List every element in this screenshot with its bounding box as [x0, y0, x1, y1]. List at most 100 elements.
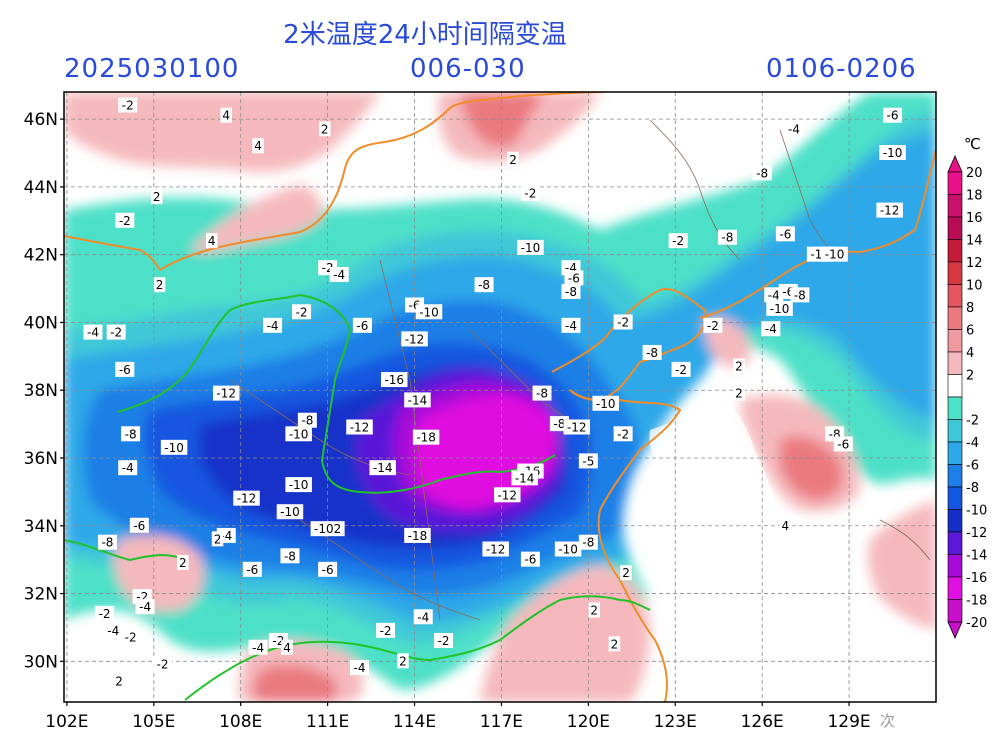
contour-label: -6	[409, 299, 421, 313]
contour-label: -14	[373, 461, 393, 475]
contour-label-bg	[703, 317, 723, 333]
contour-label: -18	[416, 431, 436, 445]
contour-label-bg	[779, 517, 792, 533]
contour-label-bg	[733, 358, 745, 374]
province-line-4	[299, 519, 481, 621]
contour-label: -2	[672, 234, 684, 248]
colorbar-swatch	[947, 239, 963, 263]
colorbar-swatch	[947, 171, 963, 195]
lat-tick-label: 44N	[24, 178, 58, 198]
contour-label: -2	[322, 261, 334, 275]
colorbar-swatch	[947, 554, 963, 578]
warming-zone-east-sea	[868, 500, 936, 630]
contour-label: 2	[735, 387, 743, 401]
border-korea	[699, 149, 936, 319]
contour-label-bg	[592, 395, 619, 411]
contour-label-bg	[517, 239, 544, 255]
contour-label-bg	[561, 283, 581, 299]
lon-tick-label: 126E	[741, 712, 784, 732]
contour-label-bg	[733, 385, 745, 401]
contour-label-bg	[766, 300, 793, 316]
contour-label-bg	[668, 233, 688, 249]
contour-label: 2	[179, 556, 187, 570]
colorbar-swatch	[947, 306, 963, 330]
lat-tick-label: 38N	[24, 381, 58, 401]
contour-label: -4	[87, 326, 99, 340]
contour-label-bg	[482, 541, 509, 557]
colorbar-swatch	[947, 284, 963, 308]
contour-label: -14	[515, 471, 535, 485]
contour-label: 2	[115, 675, 123, 689]
contour-label: -2	[707, 319, 719, 333]
contour-label-bg	[833, 436, 853, 452]
contour-label-bg	[554, 541, 582, 557]
contour-label: -2	[110, 326, 122, 340]
colorbar-swatch	[947, 194, 963, 218]
contour-label: -12	[497, 488, 517, 502]
lat-tick-label: 46N	[24, 110, 58, 130]
contour-label: -16	[384, 373, 404, 387]
contour-label: 4	[222, 109, 230, 123]
contour-label-bg	[121, 426, 141, 442]
contour-label: -6	[246, 563, 258, 577]
contour-label: 2	[156, 278, 164, 292]
contour-label: -4	[417, 610, 429, 624]
colorbar-level-label: -8	[966, 481, 979, 496]
contour-label-bg	[242, 561, 262, 577]
colorbar-top-arrow	[947, 155, 963, 173]
colorbar-level-label: -6	[966, 459, 979, 474]
contour-label: -8	[756, 166, 768, 180]
colorbar-swatch	[947, 216, 963, 240]
contour-label: 2	[214, 532, 222, 546]
contour-label-bg	[329, 267, 349, 282]
contour-label-bg	[263, 317, 283, 333]
contour-label: -4	[354, 661, 366, 675]
lon-tick-label: 111E	[306, 712, 349, 732]
lon-tick-label: 120E	[567, 712, 610, 732]
lat-tick-label: 40N	[24, 313, 58, 333]
colorbar-swatch	[947, 441, 963, 465]
axis-tick-labels: 46N 44N 42N 40N 38N 36N 34N 32N 30N 102E 105E 108E 1…	[24, 110, 871, 732]
contour-label-bg	[318, 121, 331, 137]
warming-zone-southeast	[480, 565, 650, 702]
contour-label-bg	[97, 534, 117, 550]
colorbar-level-label: 14	[966, 234, 983, 249]
contour-label-bg	[561, 317, 581, 333]
contour-label-bg	[118, 97, 138, 113]
border-north	[159, 92, 606, 271]
contour-label-bg	[115, 212, 135, 228]
contour-label: -10	[558, 543, 578, 557]
contour-label-bg	[135, 599, 155, 615]
contour-label: -8	[536, 387, 548, 401]
colorbar-level-label: 8	[966, 301, 974, 316]
contour-label-bg	[292, 304, 312, 320]
contour-label-bg	[281, 639, 293, 655]
contour-label-bg	[401, 331, 428, 347]
contour-label: -2	[617, 427, 629, 441]
colorbar-level-label: -20	[966, 616, 987, 631]
contour-label: -2	[524, 187, 536, 201]
contour-label: -4	[267, 319, 279, 333]
contour-label-bg	[775, 226, 795, 242]
colorbar-level-label: -16	[966, 571, 987, 586]
contour-label: -4	[333, 268, 345, 282]
contour-label-bg	[563, 419, 591, 435]
lat-tick-label: 36N	[24, 449, 58, 469]
warming-zone-korea-core	[780, 436, 844, 500]
contour-label-bg	[346, 419, 373, 435]
contour-label-bg	[717, 229, 737, 245]
contour-label-bg	[434, 633, 454, 648]
contour-label-bg	[113, 673, 125, 689]
yellow-river	[117, 293, 556, 494]
contour-label: 2	[153, 190, 161, 204]
contour-label: 4	[782, 519, 790, 533]
contour-label: -8	[794, 288, 806, 302]
colorbar-level-label: 18	[966, 189, 983, 204]
contour-label: -2	[122, 99, 134, 113]
contour-label: -10	[521, 241, 541, 255]
contour-label: -4	[107, 624, 119, 638]
contour-label: -2	[617, 315, 629, 329]
contour-label-bg	[613, 314, 633, 330]
